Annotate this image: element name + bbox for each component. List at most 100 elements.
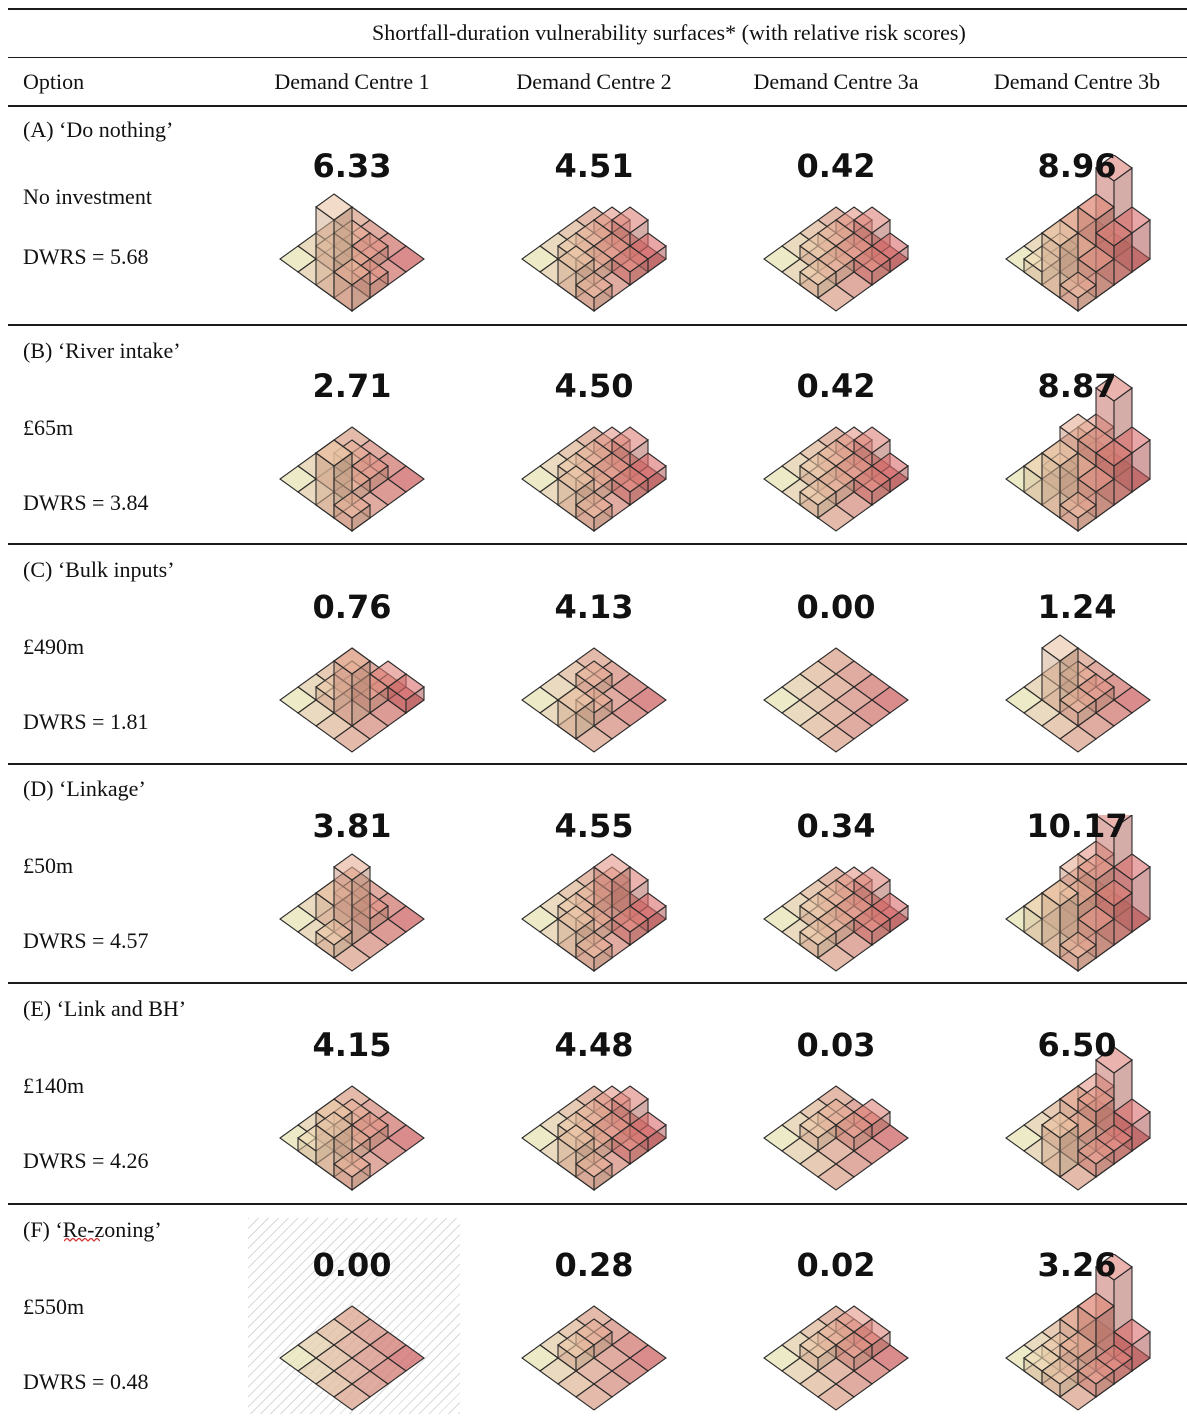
bar-top — [611, 1124, 649, 1152]
bar-top — [1041, 634, 1079, 662]
bar-top — [853, 206, 891, 234]
option-cost: £140m — [23, 1073, 85, 1098]
bar-top — [1095, 375, 1133, 402]
risk-score: 0.42 — [796, 367, 876, 405]
vulnerability-surface — [763, 1305, 909, 1411]
bar-top — [1077, 853, 1115, 881]
bar-top — [799, 478, 837, 506]
option-cost: £50m — [23, 853, 74, 878]
row-divider — [8, 763, 1187, 765]
bar-top — [611, 1085, 649, 1113]
surface-tile — [1059, 1383, 1097, 1411]
bar-top — [835, 1331, 873, 1359]
option-name: (D) ‘Linkage’ — [23, 776, 146, 801]
surface-tile — [817, 1163, 855, 1191]
bar-face — [315, 205, 335, 300]
risk-score: 1.24 — [1037, 588, 1117, 626]
risk-score: 4.51 — [554, 147, 634, 185]
option-dwrs: DWRS = 3.84 — [23, 490, 149, 515]
vulnerability-surface — [521, 647, 667, 753]
bar-top — [799, 258, 837, 286]
surface-tile — [817, 1383, 855, 1411]
bar-top — [1095, 439, 1133, 467]
option-cost: £550m — [23, 1294, 85, 1319]
bar-top — [593, 853, 631, 881]
bar-top — [1113, 853, 1151, 881]
risk-score: 0.00 — [796, 588, 876, 626]
surface-tile — [817, 504, 855, 532]
columns-rule — [8, 105, 1187, 107]
risk-score: 10.17 — [1026, 807, 1128, 845]
bar-top — [1077, 193, 1115, 221]
surface-tile — [333, 725, 371, 753]
vulnerability-surface — [279, 1305, 425, 1411]
risk-score: 0.42 — [796, 147, 876, 185]
bar-top — [387, 673, 425, 701]
bar-top — [333, 853, 371, 881]
bar-top — [853, 245, 891, 273]
bar-top — [1059, 491, 1097, 519]
bar-top — [575, 491, 613, 519]
bar-top — [1059, 271, 1097, 299]
spellcheck-underline — [64, 1238, 100, 1242]
risk-score: 4.48 — [554, 1026, 634, 1064]
bar-top — [1041, 1111, 1079, 1139]
bar-top — [1095, 155, 1133, 182]
bar-top — [1095, 879, 1133, 907]
bar-top — [575, 1150, 613, 1178]
risk-score: 6.50 — [1037, 1026, 1117, 1064]
bar-top — [799, 1331, 837, 1359]
bar-top — [333, 647, 371, 675]
option-cost: No investment — [23, 184, 152, 209]
option-dwrs: DWRS = 4.57 — [23, 928, 149, 953]
risk-score: 8.96 — [1037, 147, 1117, 185]
bar-top — [1041, 1357, 1079, 1385]
column-header-dc2: Demand Centre 2 — [516, 69, 672, 94]
vulnerability-surface — [521, 426, 667, 533]
surface-tile — [817, 284, 855, 312]
vulnerability-surface — [521, 853, 667, 973]
vulnerability-surface — [1005, 634, 1151, 753]
bar-top — [333, 1150, 371, 1178]
bar-top — [1059, 686, 1097, 714]
surface-tile — [817, 944, 855, 972]
option-name: (A) ‘Do nothing’ — [23, 117, 174, 142]
bar-top — [333, 491, 371, 519]
risk-score: 0.02 — [796, 1246, 876, 1284]
bar-top — [1077, 1085, 1115, 1113]
bar-top — [1095, 1254, 1133, 1281]
bar-top — [1059, 1331, 1097, 1359]
bar-top — [1041, 439, 1079, 467]
bar-top — [575, 271, 613, 299]
bar-top — [315, 439, 353, 467]
surface-tile — [817, 725, 855, 753]
column-header-dc3a: Demand Centre 3a — [753, 69, 919, 94]
vulnerability-surface — [763, 647, 909, 753]
bar-top — [611, 905, 649, 933]
option-name: (B) ‘River intake’ — [23, 338, 181, 363]
bar-top — [1113, 1098, 1151, 1126]
risk-score: 0.34 — [796, 807, 876, 845]
risk-score: 4.55 — [554, 807, 634, 845]
bar-top — [611, 426, 649, 454]
bar-top — [315, 193, 353, 221]
bar-top — [1077, 1292, 1115, 1320]
header-rule — [8, 57, 1187, 58]
vulnerability-surface — [279, 853, 425, 972]
surface-tile — [333, 1383, 371, 1411]
vulnerability-surface — [1005, 815, 1151, 973]
bar-top — [799, 918, 837, 946]
bar-top — [557, 465, 595, 493]
bar-top — [853, 905, 891, 933]
bar-top — [853, 426, 891, 454]
top-rule — [8, 8, 1187, 10]
row-divider — [8, 543, 1187, 545]
bar-top — [557, 905, 595, 933]
vulnerability-surface — [1005, 1254, 1151, 1411]
bar-top — [611, 245, 649, 273]
risk-score: 0.00 — [312, 1246, 392, 1284]
risk-score: 4.13 — [554, 588, 634, 626]
bar-top — [315, 1111, 353, 1139]
bar-top — [1095, 1046, 1133, 1074]
